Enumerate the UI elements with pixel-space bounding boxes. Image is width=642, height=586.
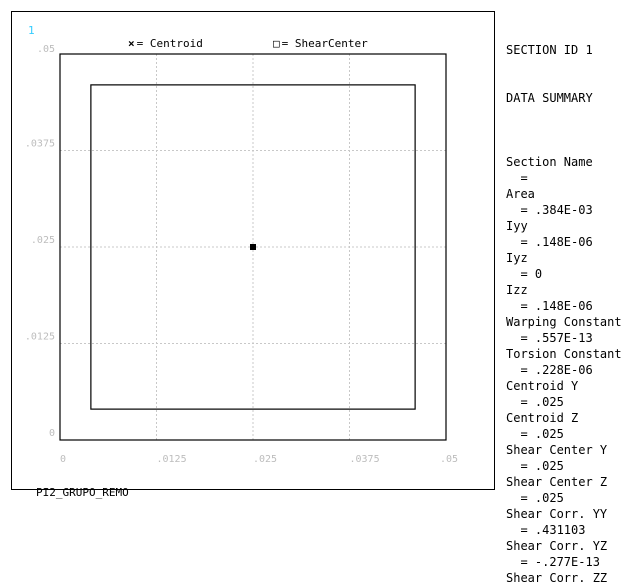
legend-shear-label: = ShearCenter bbox=[281, 37, 368, 50]
inner-section-boundary bbox=[90, 84, 416, 410]
summary-line: Section Name bbox=[506, 155, 593, 169]
summary-line: Shear Center Y bbox=[506, 443, 608, 457]
summary-line: = bbox=[506, 171, 528, 185]
summary-line: = .025 bbox=[506, 427, 564, 441]
summary-line: = .148E-06 bbox=[506, 235, 593, 249]
section-plot-window[interactable]: 1 × = Centroid □ = ShearCenter 0 .0125 .025.… bbox=[11, 11, 495, 499]
summary-line: Area bbox=[506, 187, 535, 201]
summary-line: Izz bbox=[506, 283, 528, 297]
summary-line: Centroid Y bbox=[506, 379, 579, 393]
x-tick-label: .025 bbox=[253, 454, 277, 465]
summary-line bbox=[506, 138, 640, 154]
x-tick-label: .0375 bbox=[350, 454, 380, 465]
summary-title: SECTION ID 1 bbox=[506, 43, 593, 57]
summary-lines: Section Name = Area = .384E-03 Iyy = .148E… bbox=[506, 138, 640, 585]
window-number: 1 bbox=[28, 24, 35, 37]
y-tick-label: .0375 bbox=[25, 139, 55, 150]
y-tick-label: .05 bbox=[37, 44, 55, 55]
centroid-marker-icon: × bbox=[128, 37, 135, 50]
summary-line: = .148E-06 bbox=[506, 299, 593, 313]
y-tick-label: .0125 bbox=[25, 332, 55, 343]
model-name: PI2_GRUPO_REMO bbox=[36, 486, 129, 499]
summary-line: Iyz bbox=[506, 251, 528, 265]
summary-line: Shear Corr. ZZ bbox=[506, 571, 608, 585]
summary-line: = -.277E-13 bbox=[506, 555, 600, 569]
x-tick-label: .0125 bbox=[157, 454, 187, 465]
grid-lines bbox=[60, 54, 446, 440]
axis-ticks: 0 .0125 .025 .0375 .05 .05 .0375 .025 .0125 0 bbox=[25, 44, 458, 465]
centroid-marker bbox=[250, 244, 256, 250]
summary-line: = .228E-06 bbox=[506, 363, 593, 377]
summary-line: Centroid Z bbox=[506, 411, 579, 425]
summary-line: = .431103 bbox=[506, 523, 586, 537]
shear-center-marker-icon: □ bbox=[273, 37, 280, 50]
legend-centroid: × = Centroid bbox=[128, 37, 203, 50]
legend-centroid-label: = Centroid bbox=[136, 37, 203, 50]
summary-line: Iyy bbox=[506, 219, 528, 233]
summary-line: = .557E-13 bbox=[506, 331, 593, 345]
legend-shear-center: □ = ShearCenter bbox=[273, 37, 368, 50]
outer-section-boundary bbox=[59, 53, 447, 441]
summary-line: = .384E-03 bbox=[506, 203, 593, 217]
summary-line: Shear Center Z bbox=[506, 475, 608, 489]
y-tick-label: .025 bbox=[31, 235, 55, 246]
summary-subtitle: DATA SUMMARY bbox=[506, 91, 593, 105]
section-data-summary: SECTION ID 1 DATA SUMMARY Section Name =… bbox=[506, 10, 640, 585]
summary-line: Torsion Constant bbox=[506, 347, 622, 361]
summary-line: = 0 bbox=[506, 267, 543, 281]
x-tick-label: 0 bbox=[60, 454, 66, 465]
section-plot: 0 .0125 .025 .0375 .05 .05 .0375 .025 .0125 0 bbox=[25, 44, 458, 465]
summary-line: Shear Corr. YY bbox=[506, 507, 608, 521]
summary-line: = .025 bbox=[506, 491, 564, 505]
y-tick-label: 0 bbox=[49, 428, 55, 439]
x-tick-label: .05 bbox=[440, 454, 458, 465]
summary-line: Warping Constant bbox=[506, 315, 622, 329]
summary-line: Shear Corr. YZ bbox=[506, 539, 608, 553]
summary-line: = .025 bbox=[506, 459, 564, 473]
summary-line: = .025 bbox=[506, 395, 564, 409]
